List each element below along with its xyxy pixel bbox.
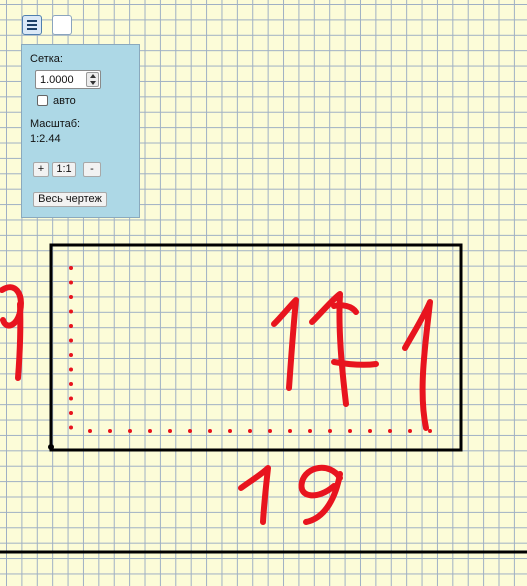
scale-value: 1:2.44 [30, 133, 61, 145]
auto-label: авто [53, 95, 76, 107]
zoom-reset-button[interactable]: 1:1 [52, 162, 76, 177]
axis-dot [208, 429, 212, 433]
rectangle-shape [49, 243, 463, 452]
dotted-axes [69, 266, 432, 433]
axis-dot [288, 429, 292, 433]
spin-buttons[interactable] [86, 72, 99, 87]
grid-label: Сетка: [30, 53, 63, 65]
axis-dot [69, 396, 73, 401]
axis-dot [388, 429, 392, 433]
menu-button[interactable] [22, 15, 42, 35]
axis-dot [428, 429, 432, 433]
axis-dot [408, 429, 412, 433]
axis-dot [308, 429, 312, 433]
axis-dot [69, 338, 73, 343]
auto-checkbox[interactable] [37, 95, 48, 106]
axis-dot [69, 353, 73, 357]
axis-dot [248, 429, 252, 433]
handwritten-17 [271, 291, 379, 407]
chevron-up-icon[interactable] [90, 74, 96, 78]
axis-dot [368, 429, 372, 433]
chevron-down-icon[interactable] [90, 81, 96, 85]
axis-dot [69, 382, 73, 386]
axis-dot [228, 429, 232, 433]
axis-dot [69, 411, 73, 415]
blank-toolbar-button[interactable] [52, 15, 72, 35]
axis-dot [108, 429, 112, 433]
axis-dot [188, 429, 192, 433]
grid-size-stepper[interactable]: 1.0000 [35, 70, 101, 89]
fit-drawing-button[interactable]: Весь чертеж [33, 192, 107, 207]
axis-dot [69, 309, 73, 314]
axis-dot [268, 429, 272, 433]
axis-dot [168, 429, 172, 433]
axis-dot [69, 425, 73, 430]
axis-dot [128, 429, 132, 433]
corner-node [48, 444, 54, 450]
zoom-in-button[interactable]: + [33, 162, 49, 177]
axis-dot [69, 324, 73, 328]
axis-dot [69, 367, 73, 372]
handwritten-9-left [0, 284, 24, 381]
axis-dot [148, 429, 152, 433]
handwritten-1-right [402, 299, 433, 431]
axis-dot [69, 266, 73, 270]
axis-dot [348, 429, 352, 433]
axis-dot [88, 429, 92, 433]
handwritten-19 [238, 465, 343, 525]
axis-dot [69, 295, 73, 299]
scale-label: Масштаб: [30, 118, 81, 130]
axis-dot [69, 280, 73, 285]
zoom-out-button[interactable]: - [83, 162, 101, 177]
axis-dot [328, 429, 332, 433]
grid-size-value[interactable]: 1.0000 [40, 74, 74, 86]
settings-panel: Сетка: 1.0000 авто Масштаб: 1:2.44 + 1:1… [21, 44, 140, 218]
